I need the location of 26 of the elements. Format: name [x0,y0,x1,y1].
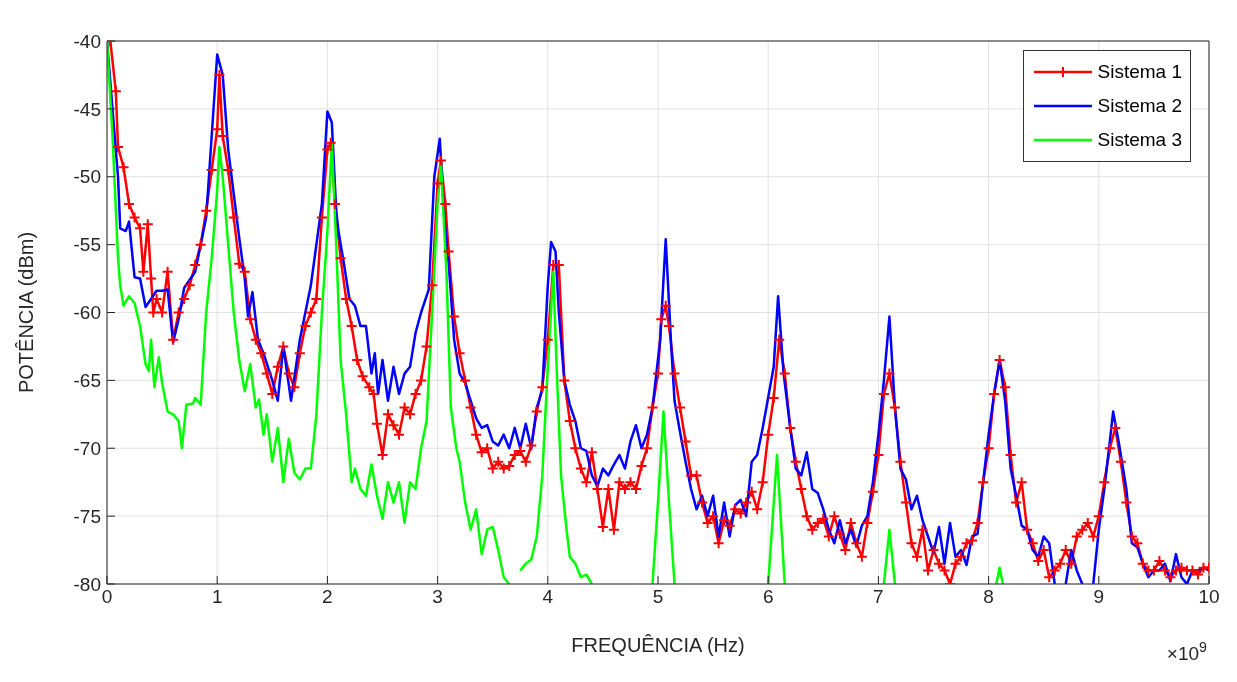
x-tick-label: 5 [652,586,664,608]
y-tick-label: -60 [73,302,101,324]
y-tick-label: -40 [73,30,101,52]
y-axis-title: POTÊNCIA (dBm) [15,231,38,394]
x-tick-label: 4 [542,586,554,608]
text: ×10$^{9}$ [1166,639,1208,664]
y-tick-label: -75 [73,505,101,527]
x-tick-label: 2 [322,586,333,608]
x-tick-label: 3 [432,586,443,608]
legend-label: Sistema 1 [1097,61,1182,83]
y-tick-label: -80 [73,573,101,595]
x-tick-label: 8 [983,586,994,608]
x-axis-title: FREQUÊNCIA (Hz) [571,634,745,656]
legend-label: Sistema 3 [1097,129,1182,151]
x-tick-label: 1 [211,586,223,608]
x-tick-label: 6 [762,586,774,608]
x-tick-label: 9 [1093,586,1105,608]
x-tick-label: 7 [873,586,884,608]
x-tick-label: 0 [101,586,113,608]
y-tick-label: -55 [73,234,101,256]
legend-label: Sistema 2 [1097,95,1182,117]
y-tick-label: -70 [73,437,101,459]
y-tick-label: -65 [73,370,101,392]
y-tick-label: -45 [73,98,101,120]
y-tick-label: -50 [73,166,101,188]
x-tick-label: 10 [1198,586,1220,608]
